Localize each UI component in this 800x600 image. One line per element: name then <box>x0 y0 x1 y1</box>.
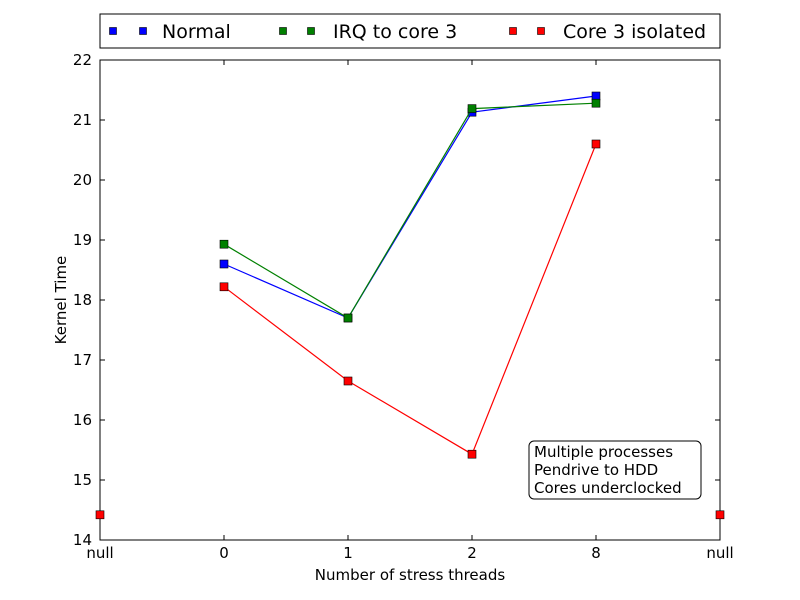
legend-marker-normal-b <box>139 27 147 35</box>
series-line-core-3-isolated <box>223 143 597 456</box>
y-tick-label: 18 <box>73 291 92 309</box>
data-point-core-3-isolated <box>343 376 353 386</box>
y-tick-label: 16 <box>73 411 92 429</box>
x-tick-label: 8 <box>591 544 601 562</box>
data-point-irq-to-core-3 <box>467 104 477 113</box>
annotation-line-1: Multiple processes <box>534 443 673 461</box>
y-tick-label: 20 <box>73 171 92 189</box>
data-point-core-3-isolated <box>219 282 229 292</box>
legend-entry-irq-to-core-3: IRQ to core 3 <box>279 21 457 43</box>
x-tick-label: 2 <box>467 544 477 562</box>
data-point-core-3-isolated <box>591 139 601 149</box>
data-point-irq-to-core-3 <box>219 239 229 249</box>
annotation-frame <box>528 440 702 500</box>
data-point-irq-to-core-3 <box>343 313 353 323</box>
x-tick-label: null <box>706 544 733 562</box>
y-tick-label: 19 <box>73 231 92 249</box>
legend-marker-isolated-a <box>509 27 517 35</box>
legend-marker-isolated-b <box>537 27 545 35</box>
legend-label-normal: Normal <box>162 21 231 43</box>
y-axis-title: Kernel Time <box>52 256 70 345</box>
legend-marker-normal-a <box>109 27 117 35</box>
legend-label-core-3-isolated: Core 3 isolated <box>563 21 706 43</box>
data-point-core-3-isolated <box>467 449 477 459</box>
legend-entry-core-3-isolated: Core 3 isolated <box>509 21 706 43</box>
annotation-box: Multiple processes Pendrive to HDD Cores… <box>528 440 702 500</box>
legend-label-irq-to-core-3: IRQ to core 3 <box>333 21 457 43</box>
y-axis: 14 15 16 17 18 19 20 21 22 <box>73 51 720 549</box>
x-tick-label: 1 <box>343 544 353 562</box>
legend-entry-normal: Normal <box>109 21 231 43</box>
y-tick-label: 14 <box>73 531 92 549</box>
y-tick-label: 17 <box>73 351 92 369</box>
series-line-irq-to-core-3 <box>223 102 597 319</box>
data-point-irq-to-core-3 <box>591 98 601 108</box>
legend-marker-irq-b <box>307 27 315 35</box>
series-line-normal <box>223 95 597 319</box>
data-point-normal <box>591 91 601 101</box>
y-tick-label: 21 <box>73 111 92 129</box>
legend-box <box>99 13 721 49</box>
x-tick-label: 0 <box>219 544 229 562</box>
legend: Normal IRQ to core 3 Core 3 isolated <box>99 13 721 49</box>
x-axis: null 0 1 2 8 null <box>86 60 734 562</box>
data-point-core-3-isolated <box>715 510 725 520</box>
y-tick-label: 15 <box>73 471 92 489</box>
x-tick-label: null <box>86 544 113 562</box>
data-point-core-3-isolated <box>95 510 105 520</box>
annotation-line-2: Pendrive to HDD <box>534 461 658 479</box>
x-axis-title: Number of stress threads <box>315 566 506 584</box>
data-point-normal <box>219 259 229 269</box>
annotation-line-3: Cores underclocked <box>534 479 682 497</box>
y-tick-label: 22 <box>73 51 92 69</box>
legend-marker-irq-a <box>279 27 287 35</box>
series-layer <box>95 91 725 520</box>
